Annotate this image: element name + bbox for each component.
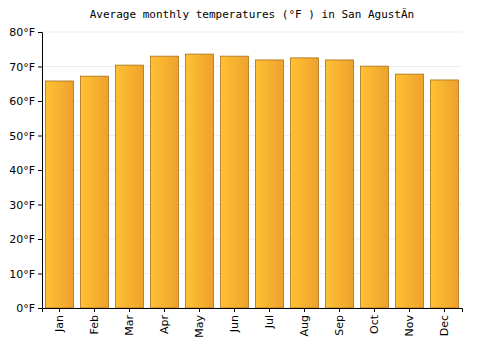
x-tick-label: Sep [333, 315, 346, 336]
chart: 0°F 10°F 20°F 30°F 40°F 50°F 60°F 70°F 80°F Jan Fe… [0, 0, 500, 350]
x-tick-mark [164, 308, 165, 312]
y-tick-label: 60°F [9, 95, 35, 108]
x-tick-label: Feb [88, 315, 101, 334]
x-tick: Oct [368, 308, 381, 334]
bar [221, 56, 249, 308]
x-tick-mark [339, 308, 340, 312]
y-tick-label: 10°F [9, 268, 35, 281]
x-tick: Jun [228, 308, 241, 333]
x-tick-label: Apr [158, 315, 171, 335]
x-tick: Apr [158, 308, 171, 334]
bar [256, 60, 284, 308]
x-tick-mark [374, 308, 375, 312]
x-tick-mark [59, 308, 60, 312]
y-tick-mark [38, 67, 42, 68]
y-tick: 50°F [9, 130, 42, 143]
y-axis-line [38, 33, 43, 309]
bar [81, 76, 109, 308]
x-tick: Mar [123, 308, 136, 336]
y-tick-label: 30°F [9, 199, 35, 212]
y-tick-mark [38, 239, 42, 240]
bar [46, 81, 74, 308]
y-tick-mark [38, 170, 42, 171]
x-tick-mark [234, 308, 235, 312]
y-tick-label: 80°F [9, 26, 35, 39]
y-tick-mark [38, 308, 42, 309]
y-tick: 30°F [9, 199, 42, 212]
y-tick-label: 70°F [9, 61, 35, 74]
x-tick-label: May [193, 315, 206, 338]
x-tick-mark [304, 308, 305, 312]
y-tick-mark [38, 205, 42, 206]
y-tick-mark [38, 274, 42, 275]
x-tick: Nov [403, 308, 416, 336]
x-tick-label: Jun [228, 315, 241, 333]
x-tick: Jul [263, 308, 276, 329]
y-tick: 70°F [9, 61, 42, 74]
x-tick-mark [199, 308, 200, 312]
x-tick-label: Jul [263, 315, 276, 329]
y-tick-mark [38, 32, 42, 33]
x-tick: May [193, 308, 206, 338]
x-tick-label: Dec [438, 315, 451, 336]
y-tick-label: 20°F [9, 233, 35, 246]
title: Average monthly temperatures (°F ) in Sa… [90, 8, 415, 21]
x-tick-label: Nov [403, 315, 416, 337]
bar [396, 74, 424, 308]
grid [42, 32, 462, 308]
y-tick: 80°F [9, 26, 42, 39]
bars [46, 54, 459, 308]
x-tick: Aug [298, 308, 311, 336]
y-tick: 20°F [9, 233, 42, 246]
x-tick-label: Mar [123, 315, 136, 336]
y-tick: 10°F [9, 268, 42, 281]
x-tick-mark [129, 308, 130, 312]
bar [116, 65, 144, 308]
x-tick-mark [444, 308, 445, 312]
bar [151, 56, 179, 308]
plot: 0°F 10°F 20°F 30°F 40°F 50°F 60°F 70°F 80°F Jan Fe… [9, 26, 462, 338]
bar [326, 60, 354, 308]
y-tick-label: 0°F [16, 302, 35, 315]
x-tick-mark [409, 308, 410, 312]
grid-line [42, 66, 462, 67]
bar [431, 80, 459, 308]
y-tick-label: 50°F [9, 130, 35, 143]
x-tick-label: Aug [298, 315, 311, 336]
x-tick-label: Oct [368, 314, 381, 334]
x-tick: Sep [333, 308, 346, 336]
y-tick: 40°F [9, 164, 42, 177]
x-tick: Dec [438, 308, 451, 336]
grid-line [42, 32, 462, 33]
x-tick-mark [269, 308, 270, 312]
bar [361, 66, 389, 308]
y-tick: 60°F [9, 95, 42, 108]
x-tick-mark [94, 308, 95, 312]
y-tick-mark [38, 101, 42, 102]
x-axis-line [43, 309, 463, 313]
x-tick: Jan [53, 308, 66, 333]
y-tick: 0°F [16, 302, 42, 315]
y-tick-mark [38, 136, 42, 137]
x-tick-label: Jan [53, 315, 66, 333]
y-axis: 0°F 10°F 20°F 30°F 40°F 50°F 60°F 70°F 80°F [9, 26, 42, 315]
bar [186, 54, 214, 308]
y-tick-label: 40°F [9, 164, 35, 177]
x-axis: Jan Feb Mar Apr May Jun Jul Aug Sep Oct Nov Dec [43, 308, 463, 338]
x-tick: Feb [88, 308, 101, 334]
bar [291, 58, 319, 308]
